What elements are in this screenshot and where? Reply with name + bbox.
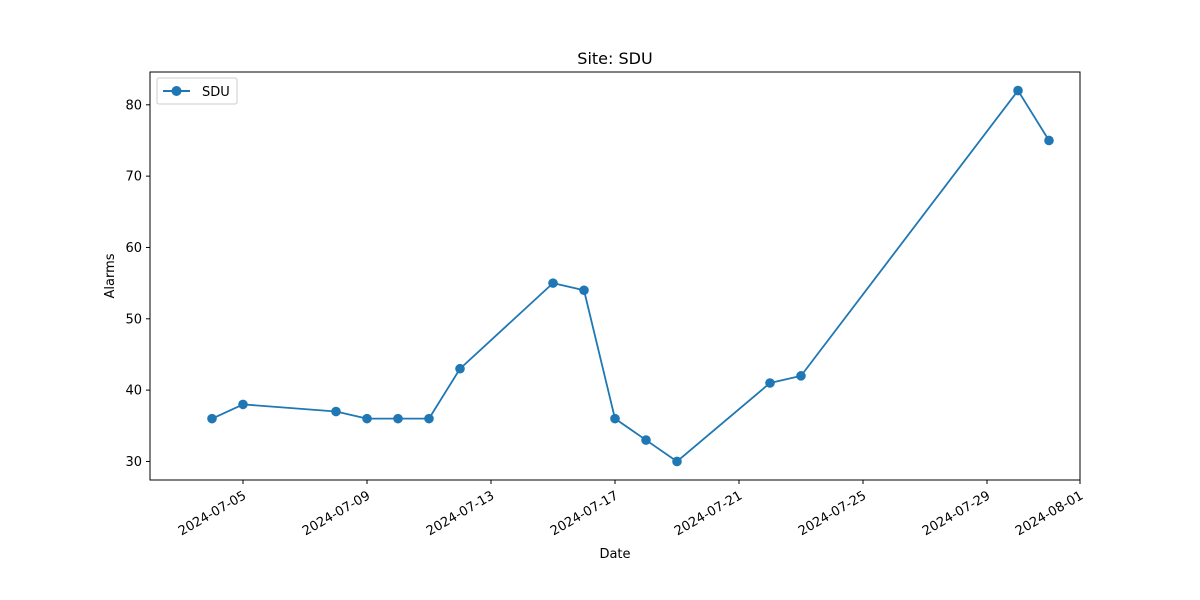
chart-title: Site: SDU bbox=[577, 49, 652, 68]
x-tick-label: 2024-07-25 bbox=[796, 488, 869, 539]
data-point bbox=[238, 399, 248, 410]
data-point bbox=[393, 413, 403, 424]
x-tick-label: 2024-08-01 bbox=[1013, 488, 1086, 539]
y-tick-label: 40 bbox=[125, 384, 142, 399]
data-point bbox=[331, 406, 341, 417]
y-tick-label: 30 bbox=[125, 455, 142, 470]
data-point bbox=[207, 413, 217, 424]
data-point bbox=[455, 363, 465, 374]
data-point bbox=[548, 278, 558, 288]
y-tick-label: 50 bbox=[125, 312, 142, 327]
x-tick-label: 2024-07-05 bbox=[176, 488, 249, 539]
data-point bbox=[610, 413, 620, 424]
x-tick-label: 2024-07-17 bbox=[548, 488, 621, 539]
data-point bbox=[796, 371, 806, 381]
legend-marker-sample bbox=[171, 86, 182, 96]
x-tick-label: 2024-07-21 bbox=[672, 488, 745, 539]
y-axis-label: Alarms bbox=[103, 253, 118, 298]
x-tick-label: 2024-07-29 bbox=[920, 488, 993, 539]
data-point bbox=[1013, 85, 1023, 96]
y-tick-label: 60 bbox=[125, 241, 142, 256]
legend: SDU bbox=[156, 77, 238, 105]
data-point bbox=[1044, 135, 1054, 146]
data-point bbox=[672, 456, 682, 467]
y-tick-label: 70 bbox=[125, 170, 142, 185]
plot-layer bbox=[207, 85, 1054, 467]
x-axis-label: Date bbox=[599, 547, 630, 562]
data-point bbox=[641, 435, 651, 445]
labels-layer: Site: SDU Date Alarms bbox=[103, 49, 653, 562]
legend-label: SDU bbox=[202, 85, 230, 100]
data-point bbox=[362, 413, 372, 424]
data-point bbox=[424, 413, 434, 424]
data-point bbox=[765, 378, 775, 388]
series-line-sdu bbox=[211, 89, 1050, 463]
x-tick-label: 2024-07-13 bbox=[424, 488, 497, 539]
x-tick-label: 2024-07-09 bbox=[300, 488, 373, 539]
axes-layer: 30 40 50 60 70 80 2024-07-05 2024-07-09 2024-07-… bbox=[125, 71, 1086, 539]
legend-box bbox=[156, 77, 238, 105]
y-tick-label: 80 bbox=[125, 98, 142, 113]
data-point bbox=[579, 285, 589, 296]
